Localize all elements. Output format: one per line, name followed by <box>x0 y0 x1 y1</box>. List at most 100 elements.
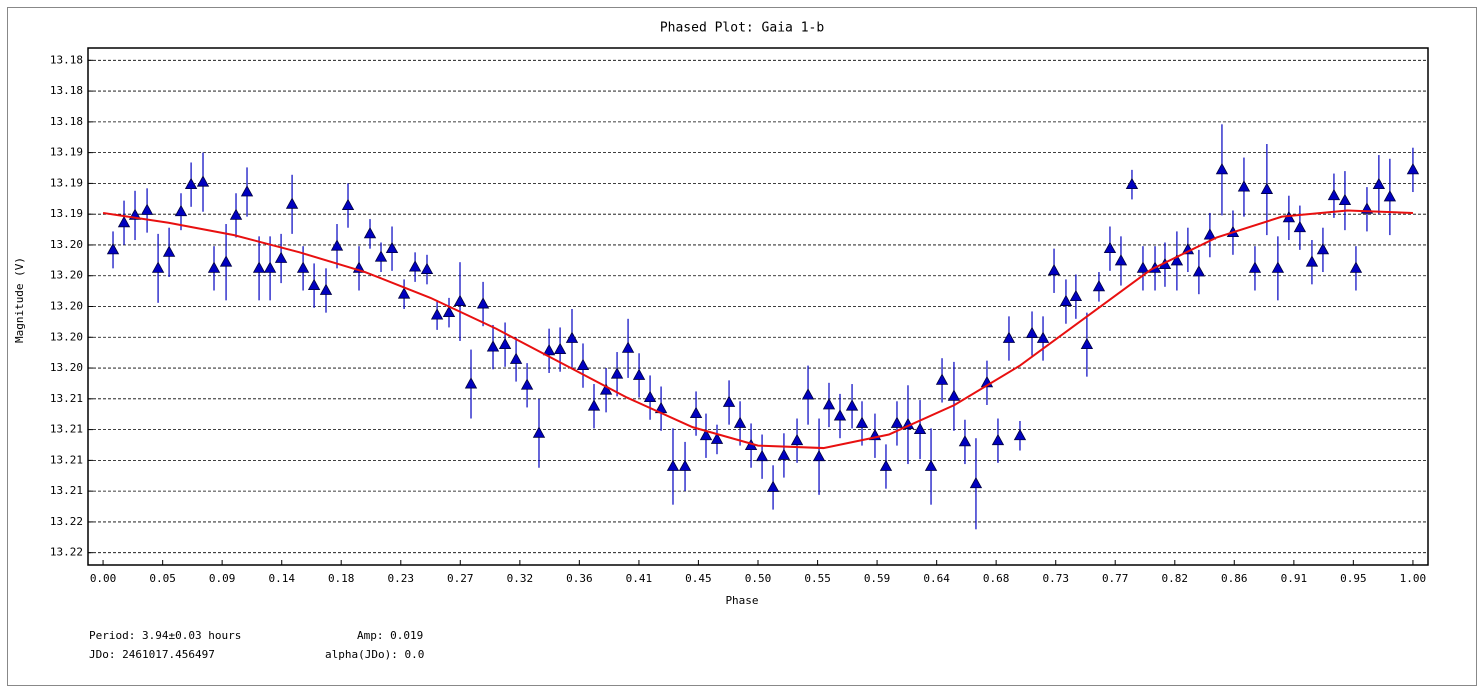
y-tick-label: 13.20 <box>50 300 83 313</box>
y-tick-label: 13.20 <box>50 238 83 251</box>
data-point <box>812 449 826 462</box>
data-point <box>229 208 243 220</box>
data-point <box>1025 326 1039 338</box>
data-point <box>453 294 467 306</box>
data-point <box>924 459 938 471</box>
data-point <box>1080 337 1094 350</box>
y-tick-label: 13.21 <box>50 484 83 497</box>
data-point <box>790 433 804 446</box>
data-point <box>151 261 165 273</box>
data-point <box>532 426 546 438</box>
x-tick-label: 0.64 <box>923 572 950 585</box>
data-point <box>801 388 815 400</box>
y-tick-label: 13.19 <box>50 146 83 159</box>
data-point <box>833 409 847 421</box>
data-point <box>610 367 624 379</box>
data-point <box>766 480 780 492</box>
data-point <box>689 406 703 418</box>
x-tick-label: 0.18 <box>328 572 355 585</box>
data-point <box>621 341 635 353</box>
data-point <box>1013 428 1027 441</box>
data-point <box>341 198 355 210</box>
data-point <box>969 476 983 489</box>
data-point <box>699 428 713 441</box>
data-point <box>498 337 512 350</box>
x-tick-label: 0.05 <box>149 572 176 585</box>
x-tick-label: 0.73 <box>1042 572 1069 585</box>
data-point <box>1059 294 1073 306</box>
x-tick-label: 0.00 <box>90 572 117 585</box>
data-point <box>1114 254 1128 266</box>
annotation: JDo: 2461017.456497 <box>89 648 215 661</box>
data-point <box>509 352 523 364</box>
data-point <box>958 435 972 447</box>
x-tick-label: 1.00 <box>1400 572 1427 585</box>
data-point <box>710 432 724 444</box>
data-point <box>464 377 478 389</box>
data-point <box>755 449 769 462</box>
x-tick-label: 0.14 <box>268 572 295 585</box>
data-point <box>520 378 534 390</box>
data-point <box>599 383 613 395</box>
data-point <box>553 342 567 354</box>
data-point <box>1047 263 1061 276</box>
data-point <box>1125 177 1139 190</box>
x-tick-label: 0.82 <box>1162 572 1189 585</box>
y-tick-label: 13.19 <box>50 207 83 220</box>
data-point <box>442 305 456 318</box>
data-point <box>947 389 961 401</box>
data-point <box>1192 265 1206 277</box>
x-tick-label: 0.45 <box>685 572 712 585</box>
plot-frame <box>87 47 1429 566</box>
data-point <box>913 422 927 434</box>
data-point <box>476 297 490 309</box>
data-point <box>285 197 299 209</box>
data-point <box>1316 243 1330 255</box>
data-point <box>935 373 949 385</box>
data-point <box>1383 190 1397 202</box>
data-point <box>274 251 288 263</box>
y-tick-label: 13.18 <box>50 115 83 128</box>
x-tick-label: 0.91 <box>1281 572 1308 585</box>
x-tick-label: 0.41 <box>626 572 653 585</box>
annotation: alpha(JDo): 0.0 <box>325 648 424 661</box>
data-point <box>1406 163 1420 175</box>
data-point <box>777 448 791 460</box>
data-point <box>1103 241 1117 254</box>
outer-border <box>7 7 1477 686</box>
data-point <box>890 416 904 428</box>
data-point <box>1215 163 1229 175</box>
data-point <box>397 287 411 299</box>
data-point <box>565 331 579 343</box>
data-point <box>643 390 657 402</box>
data-point <box>374 250 388 262</box>
data-point <box>430 308 444 320</box>
data-point <box>184 177 198 190</box>
data-point <box>296 261 310 273</box>
y-tick-label: 13.21 <box>50 392 83 405</box>
annotation: Amp: 0.019 <box>357 629 423 642</box>
data-point <box>1203 228 1217 240</box>
data-point <box>1372 177 1386 190</box>
data-point <box>240 185 254 197</box>
data-point <box>1327 188 1341 201</box>
x-tick-label: 0.36 <box>566 572 593 585</box>
data-point <box>733 416 747 428</box>
x-tick-label: 0.55 <box>804 572 831 585</box>
data-point <box>632 368 646 380</box>
data-point <box>542 343 556 356</box>
x-tick-label: 0.50 <box>745 572 772 585</box>
data-point <box>196 175 210 187</box>
data-point <box>1170 254 1184 266</box>
data-point <box>330 239 344 251</box>
data-point <box>252 261 266 273</box>
data-point <box>420 262 434 274</box>
data-point <box>263 261 277 273</box>
data-point <box>117 215 131 228</box>
y-tick-label: 13.19 <box>50 176 83 189</box>
data-point <box>1260 182 1274 194</box>
y-tick-label: 13.20 <box>50 269 83 282</box>
data-point <box>1305 255 1319 267</box>
annotation: Period: 3.94±0.03 hours <box>89 629 241 642</box>
data-point <box>319 283 333 295</box>
